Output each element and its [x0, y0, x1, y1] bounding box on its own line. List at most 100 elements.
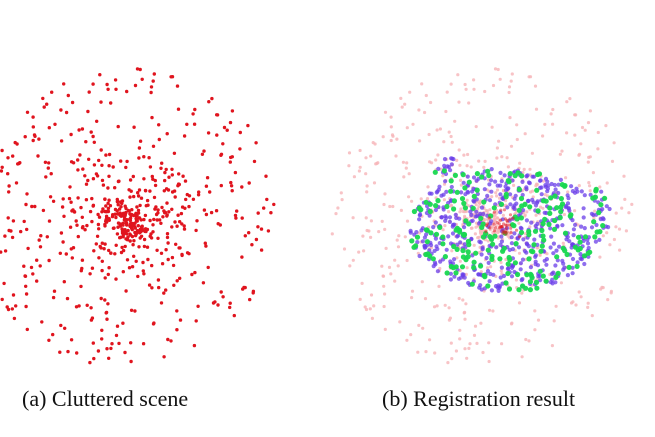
scene-point — [176, 184, 180, 188]
correspondence-point — [432, 169, 438, 175]
correspondence-point — [424, 239, 430, 245]
scene-point — [69, 132, 73, 137]
scene-point — [39, 234, 43, 238]
scene-point — [167, 175, 171, 179]
model-point — [431, 225, 436, 230]
model-point — [462, 242, 467, 247]
scene-point — [99, 100, 103, 104]
model-point — [447, 215, 453, 220]
correspondence-point — [479, 174, 485, 180]
scene-point — [89, 306, 93, 310]
scene-point-faded — [358, 148, 362, 153]
scene-point — [92, 163, 97, 167]
scene-point-faded — [472, 333, 477, 337]
model-point — [503, 184, 508, 189]
correspondence-point — [491, 205, 497, 211]
model-point — [408, 228, 413, 233]
scene-point — [99, 296, 103, 301]
correspondence-point — [460, 248, 466, 254]
correspondence-point — [548, 195, 554, 201]
scene-point — [170, 167, 174, 171]
scene-point — [151, 79, 155, 83]
scene-point — [143, 189, 148, 193]
scene-point-faded — [389, 125, 393, 129]
scene-point — [126, 208, 130, 213]
scene-point — [107, 174, 111, 178]
correspondence-point — [547, 210, 553, 216]
correspondence-point — [441, 168, 447, 174]
scene-point — [159, 301, 164, 305]
scene-point — [18, 161, 22, 165]
model-point — [560, 223, 565, 228]
correspondence-point — [440, 241, 446, 247]
scene-point-faded — [522, 167, 526, 171]
model-point — [439, 193, 444, 198]
scene-point — [160, 161, 164, 165]
scene-point-faded — [593, 209, 597, 213]
correspondence-point — [539, 227, 545, 234]
scene-point-faded — [397, 234, 401, 238]
scene-point-faded — [459, 207, 463, 211]
model-point — [509, 235, 514, 240]
model-point — [499, 239, 504, 244]
model-point — [427, 213, 432, 218]
scene-point-core — [502, 222, 506, 226]
model-point — [582, 193, 587, 198]
scene-point-faded — [417, 108, 421, 112]
model-point — [493, 179, 498, 184]
scene-point — [185, 122, 189, 127]
scene-point-faded — [336, 206, 340, 210]
scene-point-faded — [604, 124, 608, 128]
scene-point — [201, 281, 206, 285]
model-point — [581, 206, 586, 211]
correspondence-point — [600, 223, 606, 229]
scene-point — [124, 229, 128, 233]
scene-point-faded — [614, 211, 618, 215]
scene-point-faded — [508, 116, 512, 120]
scene-point — [157, 123, 161, 127]
scene-point-faded — [495, 156, 499, 160]
scene-point-faded — [473, 232, 477, 236]
correspondence-point — [585, 250, 591, 256]
scene-point — [125, 159, 129, 164]
scene-point — [163, 170, 167, 175]
scene-point — [151, 177, 155, 181]
scene-point — [51, 295, 56, 300]
scene-point — [113, 252, 117, 256]
correspondence-point — [552, 217, 558, 224]
scene-point — [47, 219, 52, 223]
correspondence-point — [411, 208, 417, 215]
scene-point — [80, 215, 85, 219]
scene-point — [95, 119, 99, 124]
scene-point-faded — [518, 161, 522, 165]
model-point — [459, 190, 464, 195]
model-point — [597, 237, 602, 242]
model-point — [539, 192, 544, 197]
scene-point-faded — [442, 198, 446, 202]
correspondence-point — [481, 199, 487, 205]
scene-point — [192, 343, 197, 348]
scene-point-faded — [588, 184, 592, 188]
scene-point — [196, 304, 200, 308]
scene-point-faded — [417, 231, 421, 235]
scene-point — [152, 217, 156, 222]
model-point — [538, 185, 543, 190]
scene-point — [183, 179, 188, 183]
scene-point — [118, 213, 122, 218]
scene-point — [121, 248, 126, 253]
correspondence-point — [516, 207, 522, 213]
scene-point — [182, 134, 187, 138]
correspondence-point — [509, 222, 516, 228]
scene-point — [264, 174, 268, 178]
scene-point-faded — [558, 152, 562, 156]
scene-point — [44, 175, 48, 179]
scene-point — [48, 195, 53, 199]
scene-point-faded — [438, 266, 442, 271]
scene-point-faded — [493, 67, 498, 71]
model-point — [431, 264, 436, 269]
scene-point — [176, 107, 181, 111]
scene-point — [129, 341, 133, 345]
scene-point-faded — [482, 165, 486, 169]
scene-point-core — [511, 216, 515, 220]
scene-point — [130, 234, 135, 239]
